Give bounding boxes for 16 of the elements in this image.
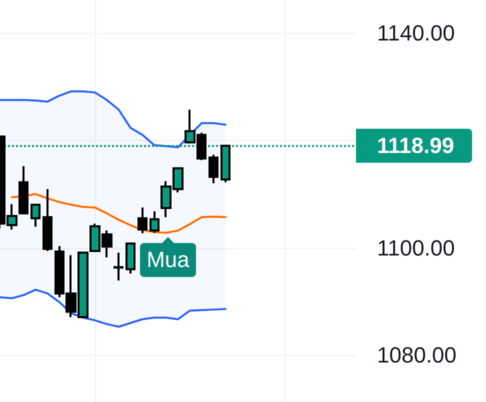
line-series	[0, 288, 226, 328]
line-series	[0, 90, 226, 148]
ref-line-label: 1118.99	[377, 133, 454, 158]
candlestick	[114, 252, 124, 282]
candlestick	[138, 206, 148, 234]
line-series	[10, 193, 226, 234]
y-tick-label: 1140.00	[377, 20, 455, 46]
annotation: Mua	[140, 243, 196, 277]
candlestick	[126, 242, 136, 275]
y-tick-label: 1100.00	[377, 235, 455, 260]
candlestick	[208, 154, 218, 184]
candlestick	[150, 210, 160, 234]
candlestick	[18, 165, 28, 214]
candlestick	[30, 204, 40, 228]
y-tick-label: 1080.00	[377, 342, 457, 368]
candlestick	[42, 188, 52, 252]
